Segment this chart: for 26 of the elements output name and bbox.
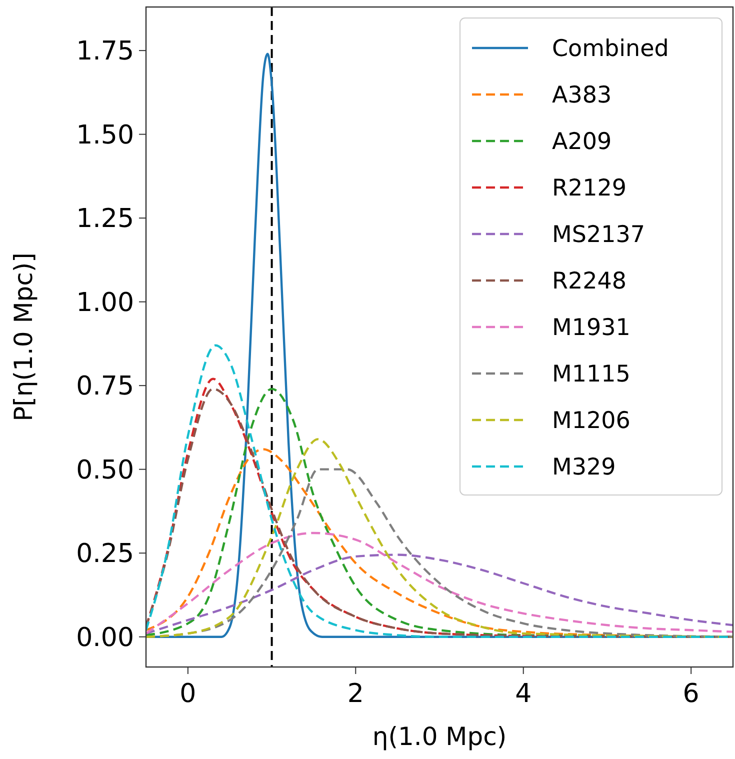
y-tick-label: 0.00: [76, 622, 134, 653]
x-axis-title: η(1.0 Mpc): [372, 722, 507, 751]
y-tick-label: 0.50: [76, 455, 134, 486]
x-tick-label: 0: [180, 679, 196, 709]
legend-label: R2129: [552, 176, 627, 202]
legend-label: Combined: [552, 36, 669, 62]
legend-label: MS2137: [552, 222, 645, 248]
y-tick-label: 0.25: [76, 539, 134, 570]
y-axis-title: P[η(1.0 Mpc)]: [9, 252, 38, 422]
line-series: [146, 532, 733, 635]
legend-label: M1206: [552, 408, 630, 434]
legend-label: A383: [552, 82, 612, 108]
x-tick-label: 4: [515, 679, 532, 709]
y-tick-label: 1.75: [76, 36, 134, 67]
y-tick-label: 0.75: [76, 372, 134, 402]
y-tick-label: 1.50: [76, 120, 134, 150]
legend-label: A209: [552, 129, 612, 155]
legend-label: M1931: [552, 315, 630, 341]
x-tick-label: 6: [682, 679, 700, 709]
legend-label: M1115: [552, 362, 630, 388]
x-tick-label: 2: [347, 679, 364, 709]
legend-label: M329: [552, 454, 616, 480]
y-tick-label: 1.00: [76, 288, 134, 318]
legend-label: R2248: [552, 268, 627, 294]
line-series: [146, 554, 733, 635]
y-tick-label: 1.25: [76, 204, 134, 234]
